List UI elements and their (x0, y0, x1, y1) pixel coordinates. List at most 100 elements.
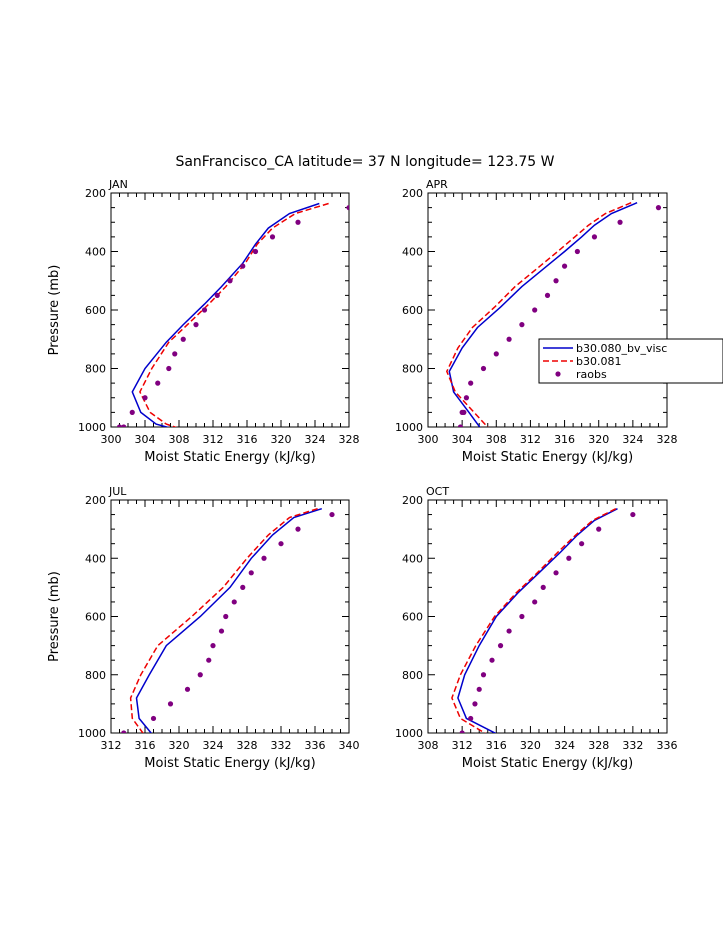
x-tick-label: 316 (135, 739, 156, 752)
plot-frame (427, 192, 668, 428)
panel-label: OCT (426, 485, 449, 498)
raobs-point (468, 715, 474, 722)
x-tick-label: 300 (418, 433, 439, 446)
raobs-point (553, 570, 559, 576)
y-tick-label: 600 (402, 611, 423, 624)
raobs-point (532, 307, 538, 313)
raobs-point (459, 730, 465, 733)
raobs-point (252, 248, 259, 255)
series-line-b30-080 (131, 202, 320, 427)
x-tick-label: 328 (588, 739, 609, 752)
raobs-point (540, 584, 546, 590)
raobs-point (655, 205, 662, 211)
panel-jul: JUL 312 316 320 324 328 332 336 340 200 400 600 800 1… (47, 485, 360, 771)
raobs-point (167, 701, 174, 707)
y-tick-label: 600 (85, 304, 106, 317)
series-layer (121, 507, 335, 733)
x-tick-label: 340 (339, 739, 360, 752)
y-tick-label: 800 (402, 363, 423, 376)
y-tick-label: 1000 (78, 421, 106, 434)
raobs-point (201, 307, 208, 313)
panels: JAN 300 304 308 312 316 320 324 328 200 400 600 800 1… (47, 178, 678, 771)
raobs-point (329, 511, 335, 518)
legend-box (538, 338, 723, 384)
raobs-point (184, 686, 191, 692)
raobs-point (295, 219, 301, 225)
series-line-b30-081 (451, 508, 617, 733)
y-axis-label: Pressure (mb) (47, 265, 62, 356)
raobs-point (261, 555, 267, 561)
x-tick-label: 332 (271, 739, 292, 752)
raobs-point (155, 380, 161, 386)
y-tick-label: 200 (402, 494, 423, 507)
raobs-point (544, 292, 551, 298)
raobs-point (129, 409, 135, 415)
y-tick-label: 400 (85, 246, 106, 259)
series-line-b30-080 (448, 202, 638, 427)
x-tick-label: 308 (169, 433, 190, 446)
raobs-point (295, 526, 301, 532)
x-tick-label: 316 (237, 433, 258, 446)
raobs-point (480, 672, 487, 678)
panel-jan: JAN 300 304 308 312 316 320 324 328 200 400 600 800 1… (47, 178, 360, 465)
series-line-b30-080 (457, 508, 618, 733)
x-tick-label: 332 (622, 739, 643, 752)
raobs-point (240, 584, 246, 590)
raobs-point (269, 234, 276, 240)
panel-oct: OCT 308 312 316 320 324 328 332 336 200 400 600 800 1… (395, 485, 678, 771)
y-tick-label: 1000 (395, 727, 423, 740)
raobs-point (566, 555, 572, 561)
series-layer (445, 202, 662, 427)
raobs-point (278, 541, 284, 547)
x-tick-label: 320 (271, 433, 292, 446)
raobs-point (197, 672, 203, 678)
raobs-point (166, 365, 172, 372)
x-tick-label: 308 (418, 739, 439, 752)
raobs-point (476, 686, 482, 692)
raobs-point (591, 234, 598, 240)
x-tick-label: 324 (554, 739, 575, 752)
raobs-point (210, 643, 216, 649)
y-tick-label: 600 (85, 611, 106, 624)
panel-apr: APR 300 304 308 312 316 320 324 328 200 400 600 800 1… (395, 178, 678, 465)
plot-frame (427, 499, 668, 734)
raobs-point (468, 380, 474, 386)
raobs-point (472, 701, 478, 707)
raobs-point (116, 424, 123, 427)
raobs-point (480, 365, 487, 372)
panel-label: JUL (108, 485, 127, 498)
x-tick-label: 324 (203, 739, 224, 752)
y-tick-label: 1000 (78, 727, 106, 740)
x-tick-label: 308 (486, 433, 507, 446)
panel-label: APR (426, 178, 448, 191)
series-line-b30-081 (139, 202, 329, 427)
y-tick-label: 400 (85, 552, 106, 565)
y-tick-label: 800 (85, 669, 106, 682)
y-tick-label: 800 (85, 363, 106, 376)
figure-title: SanFrancisco_CA latitude= 37 N longitude… (175, 154, 554, 170)
plot-frame (110, 499, 350, 734)
x-axis-label: Moist Static Energy (kJ/kg) (462, 756, 633, 771)
y-tick-label: 600 (402, 304, 423, 317)
raobs-point (214, 292, 220, 298)
raobs-point (240, 263, 246, 269)
raobs-point (506, 628, 512, 634)
x-tick-label: 312 (203, 433, 224, 446)
raobs-point (150, 715, 157, 722)
legend-entry: raobs (576, 368, 607, 381)
raobs-point (463, 395, 470, 401)
raobs-point (227, 278, 233, 284)
series-layer (451, 508, 636, 733)
raobs-point (121, 424, 127, 427)
raobs-point (457, 424, 464, 427)
raobs-point (630, 511, 636, 518)
x-tick-label: 312 (101, 739, 122, 752)
raobs-point (489, 657, 495, 663)
legend-swatch-raobs (555, 371, 561, 377)
y-tick-label: 1000 (395, 421, 423, 434)
series-line-b30-080 (135, 507, 323, 733)
series-layer (116, 202, 349, 427)
raobs-point (193, 322, 199, 328)
